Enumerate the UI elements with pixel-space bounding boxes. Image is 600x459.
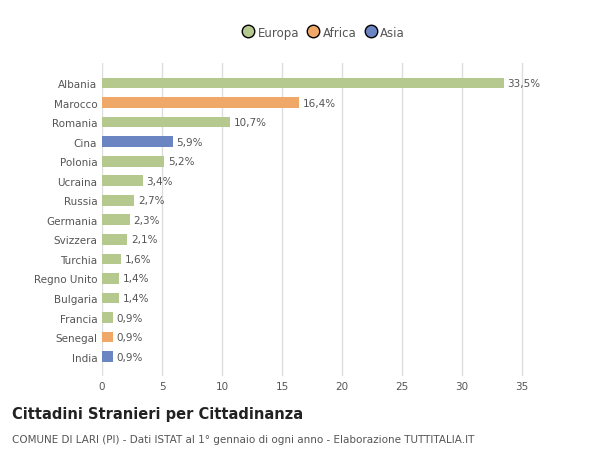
Text: 0,9%: 0,9% <box>116 332 143 342</box>
Bar <box>102 352 113 362</box>
Text: 3,4%: 3,4% <box>146 176 173 186</box>
Text: 33,5%: 33,5% <box>508 79 541 89</box>
Bar <box>102 215 130 226</box>
Bar <box>102 118 230 128</box>
Text: COMUNE DI LARI (PI) - Dati ISTAT al 1° gennaio di ogni anno - Elaborazione TUTTI: COMUNE DI LARI (PI) - Dati ISTAT al 1° g… <box>12 434 475 444</box>
Bar <box>102 98 299 109</box>
Text: 2,3%: 2,3% <box>133 215 160 225</box>
Bar <box>102 196 134 206</box>
Text: 1,4%: 1,4% <box>122 274 149 284</box>
Text: Cittadini Stranieri per Cittadinanza: Cittadini Stranieri per Cittadinanza <box>12 406 303 421</box>
Text: 5,2%: 5,2% <box>168 157 194 167</box>
Bar <box>102 137 173 148</box>
Bar <box>102 78 504 89</box>
Text: 0,9%: 0,9% <box>116 352 143 362</box>
Bar <box>102 293 119 304</box>
Bar <box>102 332 113 343</box>
Text: 2,7%: 2,7% <box>138 196 164 206</box>
Bar <box>102 313 113 323</box>
Bar <box>102 254 121 265</box>
Text: 1,6%: 1,6% <box>125 254 151 264</box>
Text: 5,9%: 5,9% <box>176 137 203 147</box>
Bar <box>102 235 127 245</box>
Legend: Europa, Africa, Asia: Europa, Africa, Asia <box>244 27 404 39</box>
Text: 10,7%: 10,7% <box>234 118 267 128</box>
Bar <box>102 176 143 187</box>
Bar <box>102 157 164 167</box>
Bar <box>102 274 119 284</box>
Text: 0,9%: 0,9% <box>116 313 143 323</box>
Text: 2,1%: 2,1% <box>131 235 157 245</box>
Text: 1,4%: 1,4% <box>122 293 149 303</box>
Text: 16,4%: 16,4% <box>302 98 335 108</box>
